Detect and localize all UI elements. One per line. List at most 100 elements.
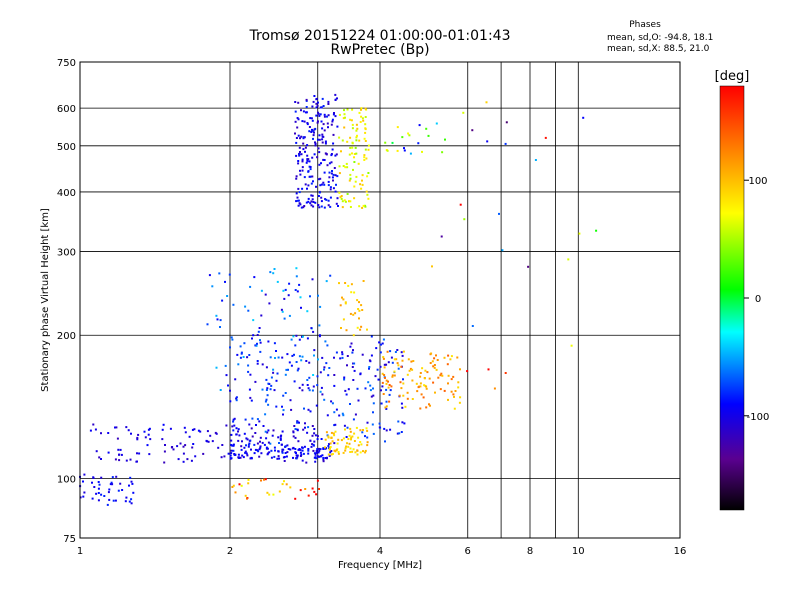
data-point: [270, 376, 273, 379]
data-point: [271, 434, 274, 437]
data-point: [315, 185, 317, 188]
data-point: [254, 432, 257, 434]
data-point: [354, 180, 357, 183]
data-point: [407, 132, 410, 135]
data-point: [316, 479, 319, 482]
data-point: [239, 456, 242, 459]
data-point: [433, 364, 436, 366]
data-point: [183, 426, 186, 429]
data-point: [385, 388, 388, 391]
data-point: [378, 341, 381, 344]
data-point: [314, 142, 317, 145]
data-point: [402, 378, 404, 381]
data-point: [117, 448, 120, 451]
data-point: [224, 280, 226, 283]
data-point: [433, 366, 436, 369]
data-point: [378, 422, 381, 425]
data-point: [318, 206, 321, 209]
data-point: [346, 140, 349, 143]
data-point: [247, 309, 250, 312]
data-point: [377, 378, 380, 381]
data-point: [328, 454, 331, 457]
data-point: [244, 451, 247, 454]
data-point: [318, 151, 321, 154]
data-point: [312, 443, 315, 446]
data-point: [260, 289, 263, 292]
data-point: [296, 126, 299, 129]
data-point: [307, 426, 310, 429]
data-point: [79, 496, 82, 499]
data-point: [314, 460, 317, 463]
data-point: [259, 440, 261, 443]
data-point: [297, 118, 300, 121]
data-point: [342, 117, 345, 120]
x-axis-label: Frequency [MHz]: [338, 560, 422, 571]
data-point: [345, 445, 348, 448]
data-point: [310, 327, 313, 330]
data-point: [306, 123, 309, 126]
data-point: [264, 478, 267, 481]
data-point: [299, 173, 302, 176]
data-point: [317, 204, 320, 206]
data-point: [315, 97, 318, 100]
data-point: [382, 356, 385, 359]
data-point: [309, 175, 312, 178]
data-point: [290, 408, 293, 411]
data-point: [323, 171, 326, 174]
data-point: [395, 358, 398, 361]
data-point: [355, 175, 358, 178]
data-point: [334, 423, 337, 426]
data-point: [314, 434, 317, 437]
data-point: [425, 387, 428, 390]
data-point: [194, 455, 197, 458]
data-point: [257, 450, 260, 453]
data-point: [372, 387, 374, 390]
data-point: [401, 354, 404, 357]
data-point: [323, 129, 326, 132]
data-point: [259, 445, 262, 448]
data-point: [301, 166, 304, 169]
data-point: [253, 276, 256, 279]
data-point: [309, 166, 312, 168]
data-point: [309, 117, 312, 120]
data-point: [307, 170, 310, 173]
data-point: [127, 429, 130, 432]
data-point: [327, 445, 330, 447]
data-point: [318, 488, 320, 490]
data-point: [234, 453, 237, 456]
data-point: [313, 428, 316, 430]
data-point: [245, 452, 248, 455]
data-point: [425, 127, 428, 130]
data-point: [387, 386, 390, 389]
data-point: [273, 268, 276, 270]
data-point: [254, 344, 257, 347]
data-point: [343, 199, 346, 202]
data-point: [320, 120, 323, 123]
data-point: [330, 431, 333, 434]
data-point: [259, 446, 262, 449]
data-point: [305, 461, 308, 464]
data-point: [240, 484, 243, 487]
data-point: [125, 426, 128, 429]
data-point: [272, 429, 275, 432]
data-point: [249, 373, 252, 376]
data-point: [300, 306, 302, 309]
data-point: [298, 421, 300, 424]
data-point: [444, 138, 446, 141]
data-point: [162, 423, 165, 426]
data-point: [207, 440, 210, 443]
data-point: [137, 433, 140, 436]
data-point: [306, 187, 308, 190]
data-point: [311, 119, 314, 122]
data-point: [349, 136, 352, 139]
data-point: [341, 351, 344, 354]
data-point: [310, 200, 313, 203]
data-point: [340, 195, 343, 197]
data-point: [314, 453, 317, 456]
data-point: [129, 458, 132, 461]
data-point: [310, 131, 313, 133]
data-point: [318, 114, 321, 117]
data-point: [333, 167, 336, 169]
data-point: [339, 357, 342, 360]
